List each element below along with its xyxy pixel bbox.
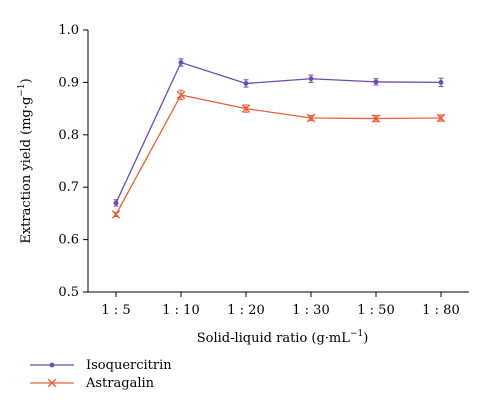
y-axis: 0.5 0.6 0.7 0.8 0.9 1.0 (58, 23, 89, 300)
y-tick-label: 0.8 (58, 128, 79, 143)
data-point (308, 76, 314, 82)
data-point (436, 113, 446, 123)
x-tick-label: 1 : 20 (227, 303, 264, 318)
legend-item: Isoquercitrin (30, 358, 172, 373)
y-tick-label: 0.7 (58, 180, 79, 195)
series-line (115, 94, 442, 215)
x-axis: 1 : 5 1 : 10 1 : 20 1 : 30 1 : 50 1 : 80 (88, 291, 469, 318)
data-point (176, 90, 186, 100)
data-point (113, 200, 119, 206)
x-tick-label: 1 : 30 (292, 303, 329, 318)
legend-label: Isoquercitrin (86, 358, 172, 373)
x-axis-title-main: Solid-liquid ratio (g·mL (197, 331, 351, 346)
y-tick-label: 0.9 (58, 75, 79, 90)
data-point (241, 104, 251, 113)
data-point (306, 113, 316, 123)
x-axis-title: Solid-liquid ratio (g·mL−1) (197, 329, 369, 346)
legend-marker (47, 378, 57, 388)
x-tick-label: 1 : 5 (101, 303, 130, 318)
x-axis-title-sup: −1 (350, 329, 363, 339)
data-point (111, 210, 121, 219)
y-tick-label: 1.0 (58, 23, 79, 38)
x-tick-label: 1 : 80 (422, 303, 459, 318)
series-isoquercitrin (113, 58, 444, 207)
series-astragalin (111, 89, 446, 219)
data-point (373, 79, 379, 85)
legend-item: Astragalin (30, 376, 155, 391)
legend: Isoquercitrin Astragalin (30, 358, 172, 391)
x-tick-label: 1 : 50 (357, 303, 394, 318)
data-point (438, 80, 444, 85)
series-layer (111, 58, 446, 219)
y-axis-title-sup: −1 (17, 83, 27, 96)
y-axis-title-main: Extraction yield (mg·g (19, 97, 34, 244)
legend-label: Astragalin (85, 376, 155, 391)
y-tick-label: 0.6 (58, 233, 79, 248)
y-axis-title-end: ) (19, 78, 34, 83)
legend-marker (49, 362, 55, 368)
x-tick-label: 1 : 10 (162, 303, 199, 318)
y-axis-title: Extraction yield (mg·g−1) (17, 78, 34, 243)
data-point (371, 114, 381, 123)
x-axis-title-end: ) (363, 331, 368, 346)
data-point (243, 81, 249, 86)
series-line (115, 61, 442, 204)
data-point (178, 60, 184, 65)
y-tick-label: 0.5 (58, 285, 79, 300)
